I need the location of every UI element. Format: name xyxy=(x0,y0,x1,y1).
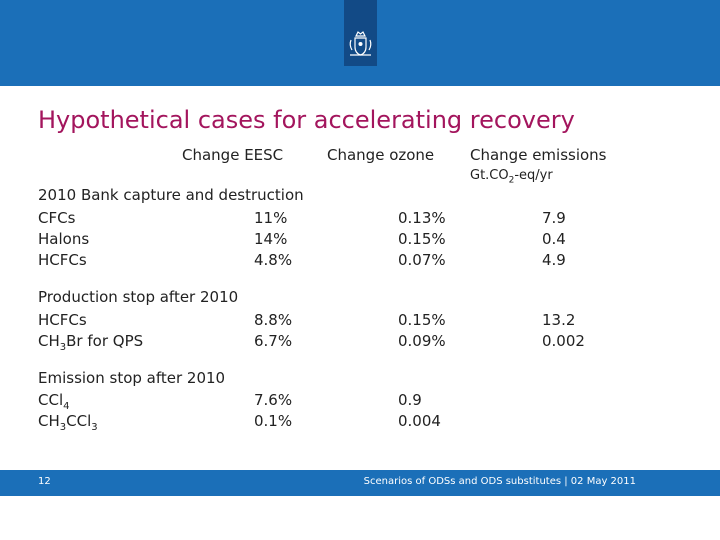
footer-bar: 12 Scenarios of ODSs and ODS substitutes… xyxy=(0,470,720,496)
ozone-value: 0.15% xyxy=(398,311,446,329)
row-name: Halons xyxy=(38,230,90,248)
ozone-value: 0.004 xyxy=(398,412,441,430)
row-name: CH3CCl3 xyxy=(38,412,98,433)
column-header-ozone: Change ozone xyxy=(327,146,435,164)
emissions-value: 7.9 xyxy=(542,209,566,227)
logo xyxy=(344,0,377,66)
eesc-value: 4.8% xyxy=(254,251,293,269)
row-name: CFCs xyxy=(38,209,76,227)
row-name: HCFCs xyxy=(38,311,87,329)
section-label: Emission stop after 2010 xyxy=(38,369,226,387)
ozone-value: 0.15% xyxy=(398,230,446,248)
emissions-unit: Gt.CO2-eq/yr xyxy=(470,168,553,186)
eesc-value: 7.6% xyxy=(254,391,293,409)
footer-text: Scenarios of ODSs and ODS substitutes | … xyxy=(363,476,636,487)
ozone-value: 0.13% xyxy=(398,209,446,227)
ozone-value: 0.07% xyxy=(398,251,446,269)
row-name: HCFCs xyxy=(38,251,87,269)
column-header-eesc: Change EESC xyxy=(182,146,284,164)
eesc-value: 14% xyxy=(254,230,288,248)
eesc-value: 11% xyxy=(254,209,288,227)
ozone-value: 0.09% xyxy=(398,332,446,350)
row-name: CCl4 xyxy=(38,391,70,412)
emissions-value: 13.2 xyxy=(542,311,576,329)
top-banner xyxy=(0,0,720,86)
emissions-value: 0.002 xyxy=(542,332,585,350)
emissions-value: 0.4 xyxy=(542,230,566,248)
eesc-value: 8.8% xyxy=(254,311,293,329)
slide-title: Hypothetical cases for accelerating reco… xyxy=(38,106,575,134)
eesc-value: 0.1% xyxy=(254,412,293,430)
ozone-value: 0.9 xyxy=(398,391,422,409)
column-header-emissions: Change emissions xyxy=(470,146,607,164)
royal-coat-of-arms-icon xyxy=(349,31,372,56)
eesc-value: 6.7% xyxy=(254,332,293,350)
section-label: Production stop after 2010 xyxy=(38,288,239,306)
page-number: 12 xyxy=(38,476,51,487)
emissions-value: 4.9 xyxy=(542,251,566,269)
section-label: 2010 Bank capture and destruction xyxy=(38,186,304,204)
row-name: CH3Br for QPS xyxy=(38,332,144,353)
